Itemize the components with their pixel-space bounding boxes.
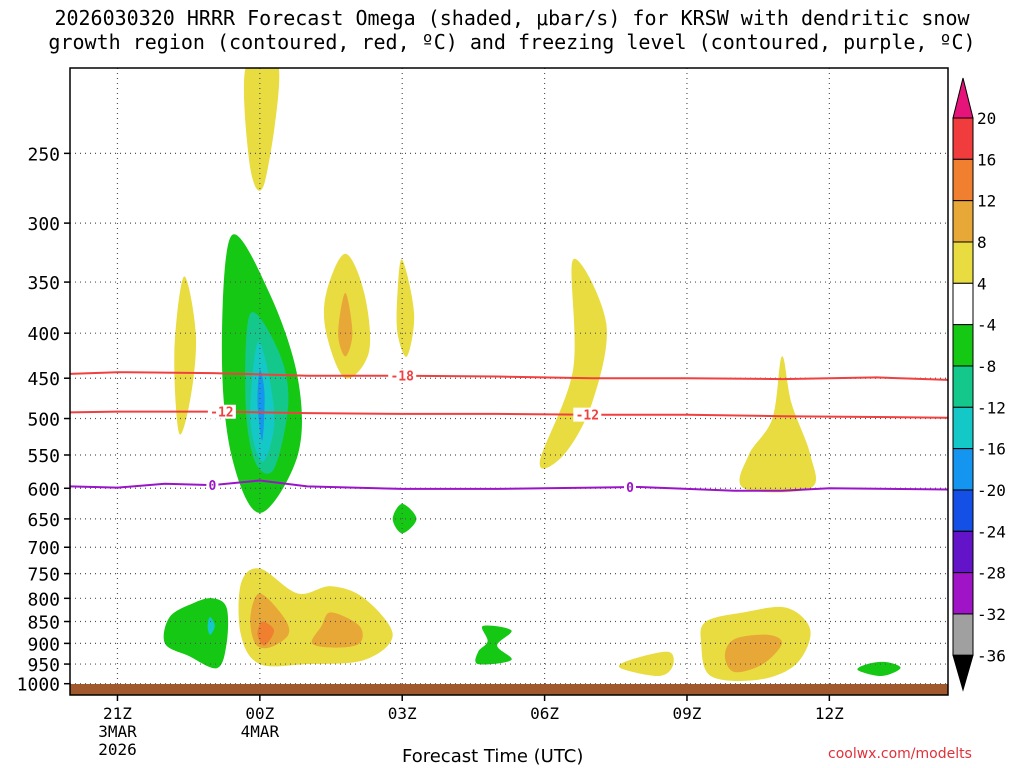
y-tick-label: 400 — [27, 324, 60, 345]
colorbar-top-arrow — [952, 77, 974, 119]
colorbar-label: -24 — [977, 522, 1006, 541]
omega-region-1 — [174, 276, 197, 435]
y-tick-label: 300 — [27, 214, 60, 235]
colorbar-label: -8 — [977, 357, 996, 376]
omega-shading — [163, 68, 901, 682]
contour-label-bg — [206, 478, 219, 493]
x-tick-label: 06Z — [530, 704, 559, 723]
x-tick-label: 09Z — [673, 704, 702, 723]
colorbar-segment — [952, 241, 974, 284]
y-tick-label: 500 — [27, 410, 60, 431]
colorbar-segment — [952, 158, 974, 202]
omega-region-5 — [539, 258, 607, 469]
omega-region-12 — [163, 598, 229, 669]
y-tick-label: 350 — [27, 273, 60, 294]
title-line-2: growth region (contoured, red, ºC) and f… — [48, 30, 976, 54]
contour-label-0: 0 — [208, 479, 216, 494]
omega-region-16 — [311, 612, 363, 648]
colorbar-segment — [952, 365, 974, 408]
x-tick-label: 21Z — [103, 704, 132, 723]
colorbar-segment — [952, 489, 974, 532]
omega-region-17 — [257, 621, 275, 646]
y-tick-label: 900 — [27, 634, 60, 655]
colorbar-label: 4 — [977, 274, 987, 293]
y-tick-label: 450 — [27, 369, 60, 390]
colorbar-segment — [952, 117, 974, 160]
colorbar-bottom-arrow — [952, 654, 974, 692]
contour-label--12: -12 — [576, 409, 599, 424]
contour-label-bg — [207, 404, 236, 419]
omega-region-22 — [857, 661, 901, 677]
colorbar-segment — [952, 613, 974, 656]
colorbar-label: 8 — [977, 233, 987, 252]
contour-line--18 — [69, 371, 949, 381]
colorbar-label: -36 — [977, 646, 1006, 665]
omega-region-13 — [207, 617, 215, 635]
contour-label--18: -18 — [390, 370, 414, 385]
colorbar-label: -12 — [977, 398, 1006, 417]
colorbar-label: -4 — [977, 316, 996, 335]
y-tick-label: 700 — [27, 538, 60, 559]
x-tick-sublabel: 2026 — [98, 740, 137, 759]
omega-region-0 — [243, 68, 280, 191]
colorbar-segment — [952, 324, 974, 367]
omega-region-19 — [618, 651, 674, 677]
contour-label-bg — [624, 480, 637, 495]
colorbar-segment — [952, 572, 974, 615]
y-tick-label: 750 — [27, 565, 60, 586]
omega-region-4 — [396, 259, 415, 357]
omega-region-21 — [724, 634, 782, 673]
x-axis-label: Forecast Time (UTC) — [402, 746, 584, 767]
chart-title: 2026030320 HRRR Forecast Omega (shaded, … — [0, 6, 1024, 54]
title-line-1: 2026030320 HRRR Forecast Omega (shaded, … — [54, 6, 970, 30]
y-tick-label: 550 — [27, 446, 60, 467]
y-tick-label: 650 — [27, 510, 60, 531]
x-tick-sublabel: 4MAR — [241, 722, 280, 741]
plot-frame — [69, 67, 949, 696]
y-tick-label: 850 — [27, 613, 60, 634]
colorbar-label: -28 — [977, 564, 1006, 583]
colorbar-segment — [952, 282, 974, 326]
contour-label-0: 0 — [626, 481, 634, 496]
omega-region-3 — [338, 292, 353, 357]
contour-line--12 — [69, 410, 949, 419]
contour-line-0 — [69, 479, 949, 492]
colorbar-label: -16 — [977, 440, 1006, 459]
credit-link[interactable]: coolwx.com/modelts — [828, 746, 972, 762]
colorbar-segment — [952, 200, 974, 243]
x-tick-label: 12Z — [815, 704, 844, 723]
contour-label--12: -12 — [210, 406, 233, 421]
contour-label-bg — [573, 407, 602, 422]
colorbar-segment — [952, 406, 974, 450]
y-tick-label: 800 — [27, 589, 60, 610]
y-tick-label: 950 — [27, 655, 60, 676]
omega-region-6 — [739, 356, 817, 493]
y-tick-label: 250 — [27, 144, 60, 165]
colorbar-label: 16 — [977, 150, 996, 169]
colorbar-label: -32 — [977, 605, 1006, 624]
contour-label-bg — [388, 368, 417, 383]
colorbar-label: 20 — [977, 109, 996, 128]
y-tick-label: 1000 — [17, 675, 60, 696]
colorbar-segment — [952, 530, 974, 574]
y-tick-label: 600 — [27, 479, 60, 500]
colorbar-segment — [952, 448, 974, 491]
x-tick-label: 03Z — [388, 704, 417, 723]
colorbar-label: 12 — [977, 192, 996, 211]
omega-region-11 — [392, 503, 417, 534]
ground-band — [70, 684, 948, 695]
omega-region-18 — [475, 625, 512, 665]
colorbar-label: -20 — [977, 481, 1006, 500]
x-tick-sublabel: 3MAR — [98, 722, 137, 741]
x-tick-label: 00Z — [245, 704, 274, 723]
